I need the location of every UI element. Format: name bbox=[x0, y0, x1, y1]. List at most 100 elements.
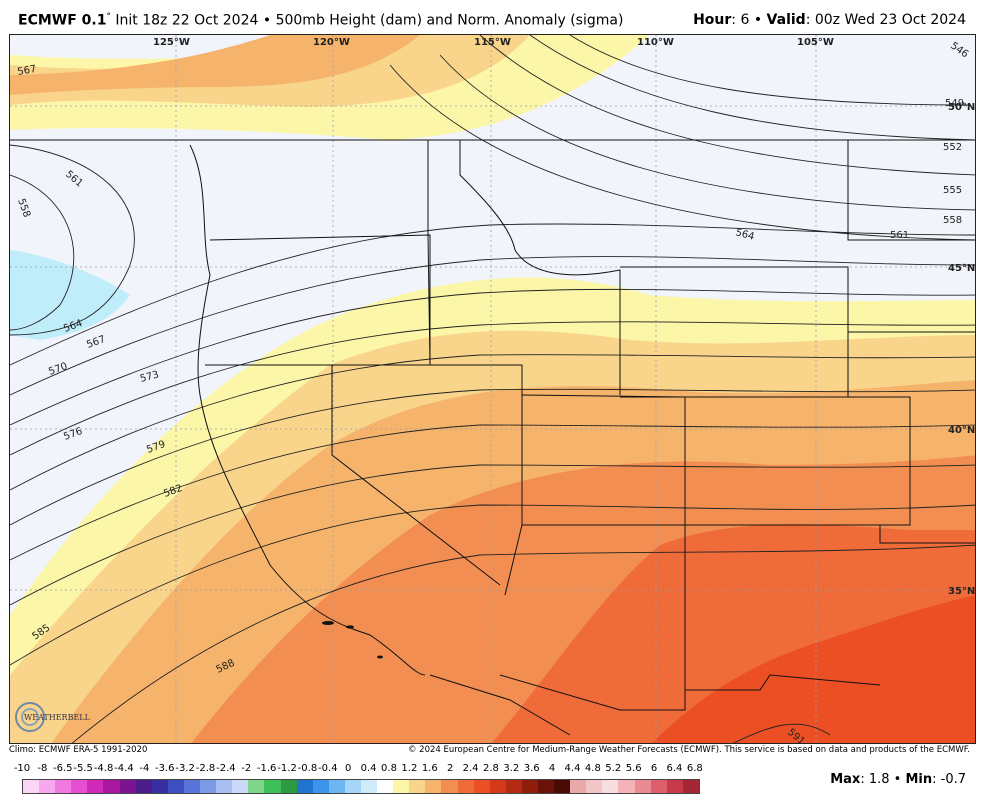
contour-label: 573 bbox=[139, 369, 160, 385]
legend-tick-label: 0.8 bbox=[381, 763, 397, 774]
legend-tick-label: 2.8 bbox=[482, 763, 499, 774]
lon-label-125: 125°W bbox=[153, 37, 190, 48]
legend-swatch bbox=[232, 780, 249, 793]
legend-tick-label: -6.5 bbox=[53, 763, 73, 774]
legend-swatch bbox=[87, 780, 104, 793]
model-name: ECMWF 0.1 bbox=[18, 12, 107, 29]
stats-separator: • bbox=[893, 772, 902, 787]
copyright-note: © 2024 European Centre for Medium-Range … bbox=[407, 745, 970, 755]
legend-tick-label: 6.8 bbox=[686, 763, 703, 774]
legend-tick-label: 6.4 bbox=[666, 763, 683, 774]
height-contours bbox=[10, 35, 975, 743]
legend-swatch bbox=[377, 780, 394, 793]
legend-tick-label: -4.8 bbox=[93, 763, 114, 774]
legend-swatch bbox=[312, 780, 329, 793]
map[interactable]: 125°W 120°W 115°W 110°W 105°W 50°N 45°N … bbox=[9, 34, 976, 744]
min-value: : -0.7 bbox=[932, 772, 966, 787]
header: ECMWF 0.1° Init 18z 22 Oct 2024 • 500mb … bbox=[0, 0, 984, 34]
legend-tick-labels: -10 -8 -6.5 -5.5 -4.8 -4.4 -4 -3.6 -3.2 -2.8 -2.4-… bbox=[14, 763, 706, 777]
legend-tick-label: -1.6 bbox=[256, 763, 277, 774]
legend-swatch bbox=[570, 780, 587, 793]
legend-swatch bbox=[409, 780, 426, 793]
weatherbell-logo: WEATHERBELL bbox=[14, 700, 94, 734]
legend-tick-label: -4.4 bbox=[114, 763, 134, 774]
legend-swatch bbox=[167, 780, 184, 793]
legend-swatch bbox=[441, 780, 458, 793]
lat-label-50: 50°N bbox=[948, 102, 975, 113]
anomaly-fill bbox=[10, 35, 975, 743]
max-value: : 1.8 bbox=[860, 772, 890, 787]
max-min-stats: Max: 1.8 • Min: -0.7 bbox=[830, 772, 966, 787]
legend-swatch bbox=[473, 780, 490, 793]
map-canvas: 125°W 120°W 115°W 110°W 105°W 50°N 45°N … bbox=[10, 35, 975, 743]
legend-tick-label: 0 bbox=[345, 763, 352, 774]
contour-label: 561 bbox=[890, 230, 909, 241]
legend-swatch bbox=[682, 780, 699, 793]
legend-swatch bbox=[489, 780, 506, 793]
legend-swatch bbox=[650, 780, 667, 793]
model-degree: ° bbox=[106, 12, 111, 22]
legend-tick-label: -1.2 bbox=[277, 763, 297, 774]
legend-tick-label: -8 bbox=[37, 763, 48, 774]
min-label: Min bbox=[905, 772, 933, 787]
contour-label: 549 bbox=[945, 98, 964, 109]
lon-label-110: 110°W bbox=[637, 37, 674, 48]
legend-tick-label: 6 bbox=[650, 763, 658, 774]
legend-swatch bbox=[521, 780, 538, 793]
product-name: 500mb Height (dam) and Norm. Anomaly (si… bbox=[275, 12, 624, 29]
legend-tick-label: 5.6 bbox=[625, 763, 642, 774]
init-time: Init 18z 22 Oct 2024 bbox=[115, 12, 259, 29]
legend-tick-label: -3.2 bbox=[175, 763, 195, 774]
valid-label: Valid bbox=[766, 12, 806, 28]
valid-separator: • bbox=[753, 12, 763, 28]
title-separator: • bbox=[262, 12, 272, 29]
legend-swatch bbox=[103, 780, 120, 793]
legend-swatch bbox=[666, 780, 683, 793]
lon-label-120: 120°W bbox=[313, 37, 350, 48]
legend-swatch bbox=[55, 780, 72, 793]
legend-tick-label: 1.2 bbox=[401, 763, 418, 774]
lon-label-105: 105°W bbox=[797, 37, 834, 48]
legend-swatch bbox=[119, 780, 136, 793]
legend-tick-label: 2 bbox=[446, 763, 454, 774]
legend-tick-label: 0.4 bbox=[360, 763, 377, 774]
legend-tick-label: -4 bbox=[139, 763, 150, 774]
contour-label: 555 bbox=[943, 185, 962, 196]
legend-swatch bbox=[328, 780, 345, 793]
legend-swatch bbox=[39, 780, 56, 793]
legend-color-bar bbox=[22, 779, 700, 794]
legend-swatch bbox=[602, 780, 619, 793]
valid-value: : 00z Wed 23 Oct 2024 bbox=[805, 12, 966, 28]
legend-tick-label: 1.6 bbox=[421, 763, 438, 774]
legend-swatch bbox=[586, 780, 603, 793]
lat-label-40: 40°N bbox=[948, 425, 975, 436]
legend-swatch bbox=[634, 780, 651, 793]
valid-time: Hour: 6 • Valid: 00z Wed 23 Oct 2024 bbox=[693, 12, 966, 28]
legend-swatch bbox=[393, 780, 410, 793]
contour-label: 552 bbox=[943, 142, 962, 153]
legend-tick-label: 4 bbox=[548, 763, 556, 774]
legend-tick-label: -2.4 bbox=[216, 763, 236, 774]
legend-swatch bbox=[505, 780, 522, 793]
legend-tick-label: -2.8 bbox=[195, 763, 216, 774]
chart-title: ECMWF 0.1° Init 18z 22 Oct 2024 • 500mb … bbox=[18, 12, 623, 29]
legend-swatch bbox=[360, 780, 378, 793]
hour-label: Hour bbox=[693, 12, 732, 28]
legend-tick-label: 3.2 bbox=[503, 763, 520, 774]
legend-swatch bbox=[280, 780, 297, 793]
legend-swatch bbox=[135, 780, 152, 793]
legend-tick-label: -5.5 bbox=[73, 763, 93, 774]
legend-swatch bbox=[457, 780, 474, 793]
climo-note: Climo: ECMWF ERA-5 1991-2020 bbox=[9, 745, 148, 755]
contour-label: 558 bbox=[943, 215, 962, 226]
longitude-labels: 125°W 120°W 115°W 110°W 105°W bbox=[153, 37, 834, 48]
legend-swatch bbox=[296, 780, 313, 793]
color-legend: -10 -8 -6.5 -5.5 -4.8 -4.4 -4 -3.6 -3.2 -2.8 -2.4-… bbox=[14, 763, 706, 803]
lat-label-45: 45°N bbox=[948, 263, 975, 274]
contour-label: 567 bbox=[17, 64, 38, 78]
legend-tick-label: -0.8 bbox=[297, 763, 318, 774]
legend-swatch bbox=[248, 780, 265, 793]
legend-tick-label: -0.4 bbox=[318, 763, 338, 774]
islands bbox=[322, 621, 383, 659]
legend-tick-label: -2 bbox=[241, 763, 252, 774]
